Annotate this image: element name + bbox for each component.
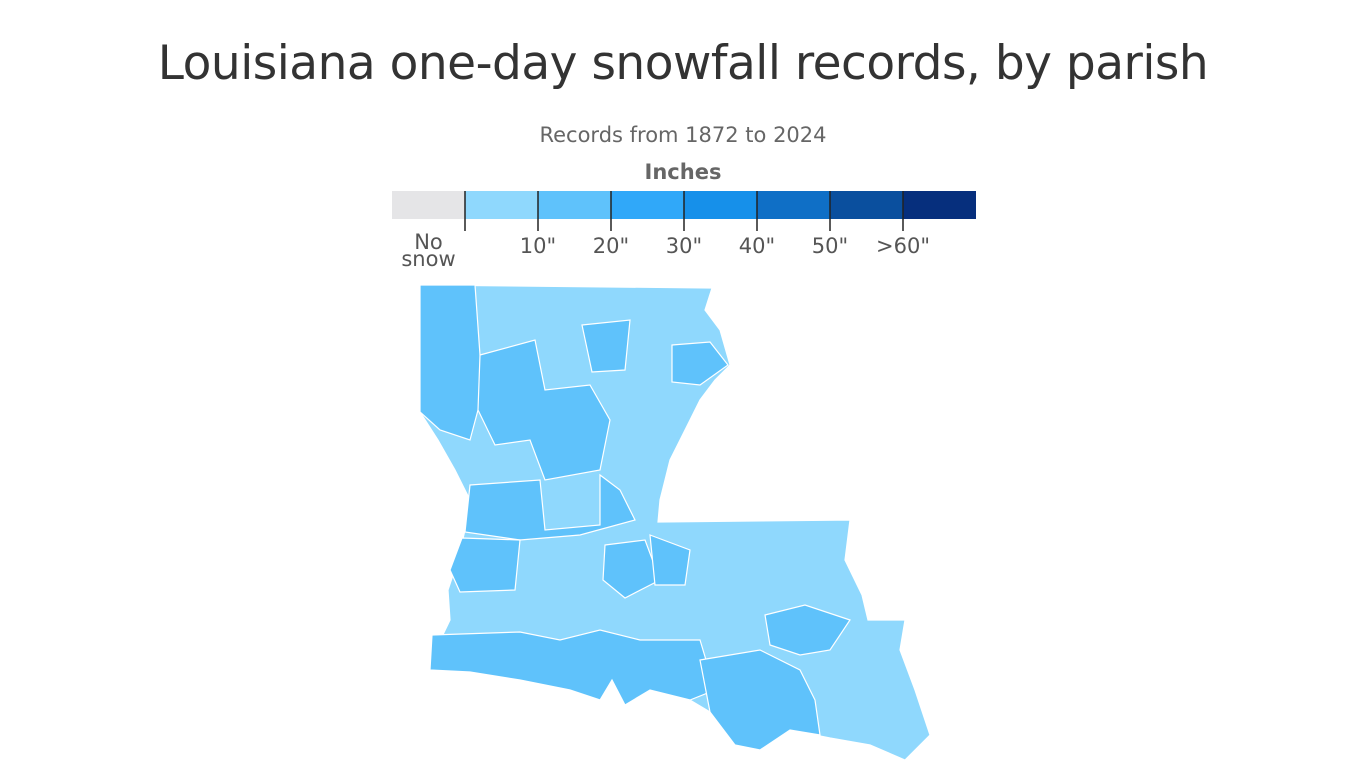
legend-label: 50" <box>811 234 849 258</box>
legend-label: 20" <box>592 234 630 258</box>
parish <box>699 649 821 751</box>
legend-label: No snow <box>401 230 456 271</box>
parish <box>671 341 729 386</box>
legend-swatch <box>757 191 830 219</box>
legend <box>392 191 976 231</box>
legend-label: >60" <box>876 234 930 258</box>
parish <box>449 537 521 593</box>
subtitle: Records from 1872 to 2024 <box>539 123 827 147</box>
legend-label: 30" <box>665 234 703 258</box>
legend-swatch <box>830 191 903 219</box>
parish <box>602 539 661 599</box>
legend-label: 40" <box>738 234 776 258</box>
parish <box>649 534 691 586</box>
louisiana-map <box>419 284 931 761</box>
title: Louisiana one-day snowfall records, by p… <box>157 36 1209 91</box>
parish <box>429 629 716 706</box>
legend-label: 10" <box>519 234 557 258</box>
legend-swatch <box>538 191 611 219</box>
legend-swatch <box>611 191 684 219</box>
parish <box>764 604 851 656</box>
legend-title: Inches <box>644 160 722 184</box>
legend-swatch <box>684 191 757 219</box>
legend-swatch <box>903 191 976 219</box>
legend-swatch <box>465 191 538 219</box>
parish <box>581 319 631 373</box>
legend-swatch <box>392 191 465 219</box>
parish <box>477 339 611 481</box>
parish <box>464 473 636 541</box>
